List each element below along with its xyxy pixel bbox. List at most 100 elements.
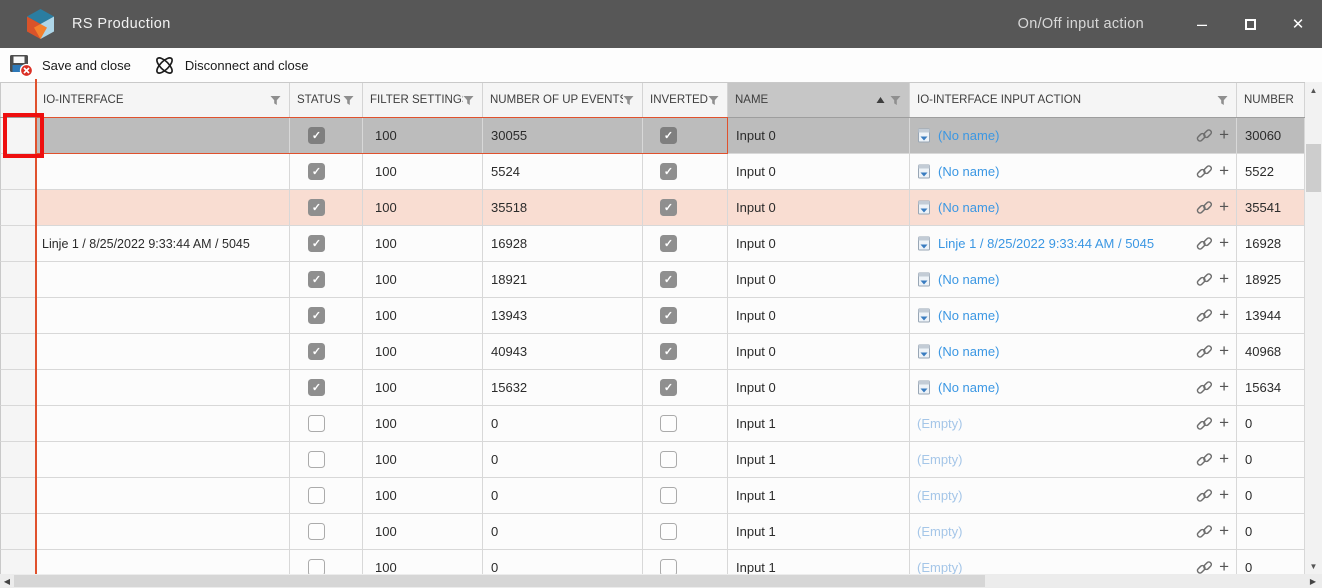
cell-up-events[interactable]: 0 xyxy=(483,514,643,550)
table-row[interactable]: ✓ 100 13943 ✓ Input 0 (No name) +13944 xyxy=(0,298,1305,334)
cell-inverted[interactable]: ✓ xyxy=(643,118,728,154)
cell-io-interface[interactable] xyxy=(36,154,290,190)
cell-number-of[interactable]: 0 xyxy=(1237,406,1305,442)
row-header-cell[interactable] xyxy=(0,370,36,406)
filter-icon[interactable] xyxy=(270,95,281,106)
cell-input-action[interactable]: (No name) + xyxy=(910,334,1237,370)
cell-filter-settings[interactable]: 100 xyxy=(363,406,483,442)
cell-io-interface[interactable] xyxy=(36,442,290,478)
cell-inverted[interactable] xyxy=(643,406,728,442)
cell-status[interactable] xyxy=(290,478,363,514)
cell-io-interface[interactable] xyxy=(36,478,290,514)
cell-inverted[interactable] xyxy=(643,550,728,574)
table-row[interactable]: 100 0 Input 1 (Empty) +0 xyxy=(0,514,1305,550)
inverted-checkbox[interactable] xyxy=(660,559,677,574)
input-action-link[interactable]: (No name) xyxy=(938,128,1000,143)
column-header-number-of[interactable]: NUMBER OF xyxy=(1237,83,1305,117)
status-checkbox[interactable]: ✓ xyxy=(308,163,325,180)
cell-name[interactable]: Input 1 xyxy=(728,514,910,550)
link-icon[interactable] xyxy=(1196,199,1213,216)
filter-icon[interactable] xyxy=(463,95,474,106)
column-header-io-interface-input-action[interactable]: IO-INTERFACE INPUT ACTION xyxy=(910,83,1237,117)
inverted-checkbox[interactable] xyxy=(660,415,677,432)
cell-input-action[interactable]: (No name) + xyxy=(910,118,1237,154)
cell-name[interactable]: Input 0 xyxy=(728,334,910,370)
link-icon[interactable] xyxy=(1196,379,1213,396)
inverted-checkbox[interactable]: ✓ xyxy=(660,307,677,324)
add-icon[interactable]: + xyxy=(1219,341,1229,360)
cell-name[interactable]: Input 1 xyxy=(728,442,910,478)
cell-name[interactable]: Input 1 xyxy=(728,406,910,442)
column-header-io-interface[interactable]: IO-INTERFACE xyxy=(36,83,290,117)
cell-up-events[interactable]: 40943 xyxy=(483,334,643,370)
filter-icon[interactable] xyxy=(623,95,634,106)
link-icon[interactable] xyxy=(1196,487,1213,504)
status-checkbox[interactable]: ✓ xyxy=(308,271,325,288)
table-row[interactable]: ✓ 100 15632 ✓ Input 0 (No name) +15634 xyxy=(0,370,1305,406)
cell-number-of[interactable]: 0 xyxy=(1237,478,1305,514)
cell-filter-settings[interactable]: 100 xyxy=(363,478,483,514)
cell-input-action[interactable]: (Empty) + xyxy=(910,406,1237,442)
cell-number-of[interactable]: 0 xyxy=(1237,550,1305,574)
scroll-right-button[interactable]: ▶ xyxy=(1306,574,1320,588)
row-header-cell[interactable] xyxy=(0,154,36,190)
cell-status[interactable] xyxy=(290,514,363,550)
cell-input-action[interactable]: (No name) + xyxy=(910,370,1237,406)
cell-up-events[interactable]: 15632 xyxy=(483,370,643,406)
row-header-cell[interactable] xyxy=(0,298,36,334)
row-header-cell[interactable] xyxy=(0,550,36,574)
cell-up-events[interactable]: 0 xyxy=(483,406,643,442)
row-header-cell[interactable] xyxy=(0,442,36,478)
horizontal-scrollbar-thumb[interactable] xyxy=(14,575,985,587)
row-header-cell[interactable] xyxy=(0,478,36,514)
cell-number-of[interactable]: 13944 xyxy=(1237,298,1305,334)
column-header-name[interactable]: NAME xyxy=(728,83,910,117)
cell-io-interface[interactable] xyxy=(36,370,290,406)
cell-filter-settings[interactable]: 100 xyxy=(363,334,483,370)
cell-number-of[interactable]: 18925 xyxy=(1237,262,1305,298)
cell-name[interactable]: Input 0 xyxy=(728,370,910,406)
status-checkbox[interactable] xyxy=(308,487,325,504)
cell-inverted[interactable] xyxy=(643,514,728,550)
add-icon[interactable]: + xyxy=(1219,197,1229,216)
horizontal-scrollbar[interactable]: ◀ ▶ xyxy=(0,574,1322,588)
inverted-checkbox[interactable]: ✓ xyxy=(660,127,677,144)
cell-io-interface[interactable] xyxy=(36,514,290,550)
column-header-status[interactable]: STATUS xyxy=(290,83,363,117)
cell-inverted[interactable] xyxy=(643,442,728,478)
cell-status[interactable]: ✓ xyxy=(290,190,363,226)
cell-name[interactable]: Input 0 xyxy=(728,226,910,262)
cell-number-of[interactable]: 15634 xyxy=(1237,370,1305,406)
cell-inverted[interactable]: ✓ xyxy=(643,334,728,370)
table-row[interactable]: ✓ 100 35518 ✓ Input 0 (No name) +35541 xyxy=(0,190,1305,226)
scroll-down-button[interactable]: ▼ xyxy=(1305,558,1322,574)
cell-status[interactable]: ✓ xyxy=(290,226,363,262)
cell-status[interactable] xyxy=(290,406,363,442)
cell-status[interactable] xyxy=(290,550,363,574)
cell-number-of[interactable]: 40968 xyxy=(1237,334,1305,370)
scroll-left-button[interactable]: ◀ xyxy=(0,574,14,588)
scroll-up-button[interactable]: ▲ xyxy=(1305,82,1322,98)
vertical-scrollbar[interactable]: ▲ ▼ xyxy=(1305,82,1322,574)
cell-filter-settings[interactable]: 100 xyxy=(363,442,483,478)
cell-name[interactable]: Input 0 xyxy=(728,262,910,298)
inverted-checkbox[interactable]: ✓ xyxy=(660,235,677,252)
table-row[interactable]: 100 0 Input 1 (Empty) +0 xyxy=(0,550,1305,574)
cell-io-interface[interactable] xyxy=(36,118,290,154)
link-icon[interactable] xyxy=(1196,559,1213,574)
cell-name[interactable]: Input 0 xyxy=(728,154,910,190)
add-icon[interactable]: + xyxy=(1219,305,1229,324)
cell-input-action[interactable]: (Empty) + xyxy=(910,514,1237,550)
add-icon[interactable]: + xyxy=(1219,161,1229,180)
link-icon[interactable] xyxy=(1196,343,1213,360)
cell-name[interactable]: Input 0 xyxy=(728,298,910,334)
filter-icon[interactable] xyxy=(708,95,719,106)
cell-name[interactable]: Input 1 xyxy=(728,550,910,574)
table-row[interactable]: 100 0 Input 1 (Empty) +0 xyxy=(0,406,1305,442)
cell-input-action[interactable]: (No name) + xyxy=(910,190,1237,226)
link-icon[interactable] xyxy=(1196,415,1213,432)
cell-io-interface[interactable] xyxy=(36,262,290,298)
cell-input-action[interactable]: (Empty) + xyxy=(910,550,1237,574)
link-icon[interactable] xyxy=(1196,163,1213,180)
cell-inverted[interactable]: ✓ xyxy=(643,154,728,190)
